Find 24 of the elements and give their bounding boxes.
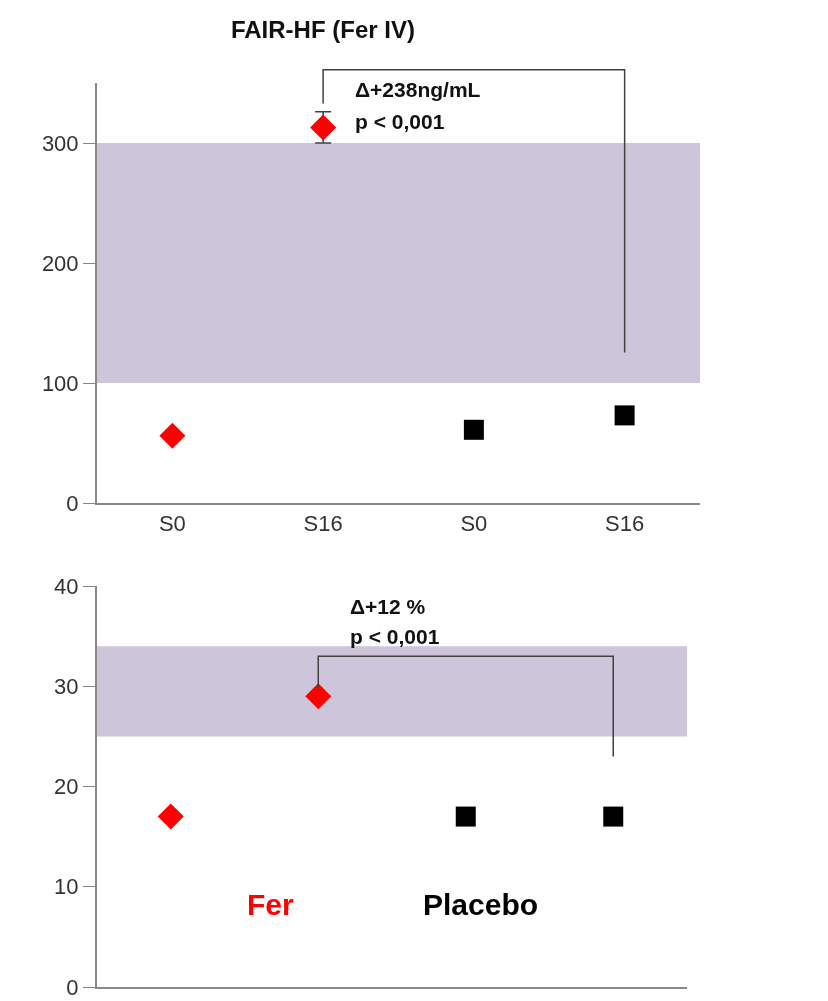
x-tick-label: S16 <box>303 511 343 537</box>
text: Placebo <box>423 888 539 921</box>
y-tick-label: 0 <box>66 490 79 516</box>
point <box>310 114 337 141</box>
text: Fer <box>247 888 295 921</box>
point <box>159 422 186 449</box>
y-tick-label: 100 <box>41 370 79 396</box>
annotation: Δ+12 % <box>350 595 426 618</box>
y-tick-label: 0 <box>66 974 79 1000</box>
y-tick-label: 10 <box>54 874 79 900</box>
x-tick-label: S0 <box>460 511 488 537</box>
point <box>463 419 484 440</box>
y-tick-label: 30 <box>54 673 79 699</box>
y-tick-label: 200 <box>41 250 79 276</box>
annotation: p < 0,001 <box>355 110 445 133</box>
x-tick-label: S0 <box>158 511 186 537</box>
y-tick-label: 40 <box>54 573 79 599</box>
y-tick-label: 300 <box>41 130 79 156</box>
point <box>614 405 635 426</box>
annotation: Δ+238ng/mL <box>355 78 481 101</box>
chart-title: FAIR-HF (Fer IV) <box>230 16 415 44</box>
annotation: p < 0,001 <box>350 625 440 648</box>
x-tick-label: S16 <box>605 511 645 537</box>
y-tick-label: 20 <box>54 774 79 800</box>
